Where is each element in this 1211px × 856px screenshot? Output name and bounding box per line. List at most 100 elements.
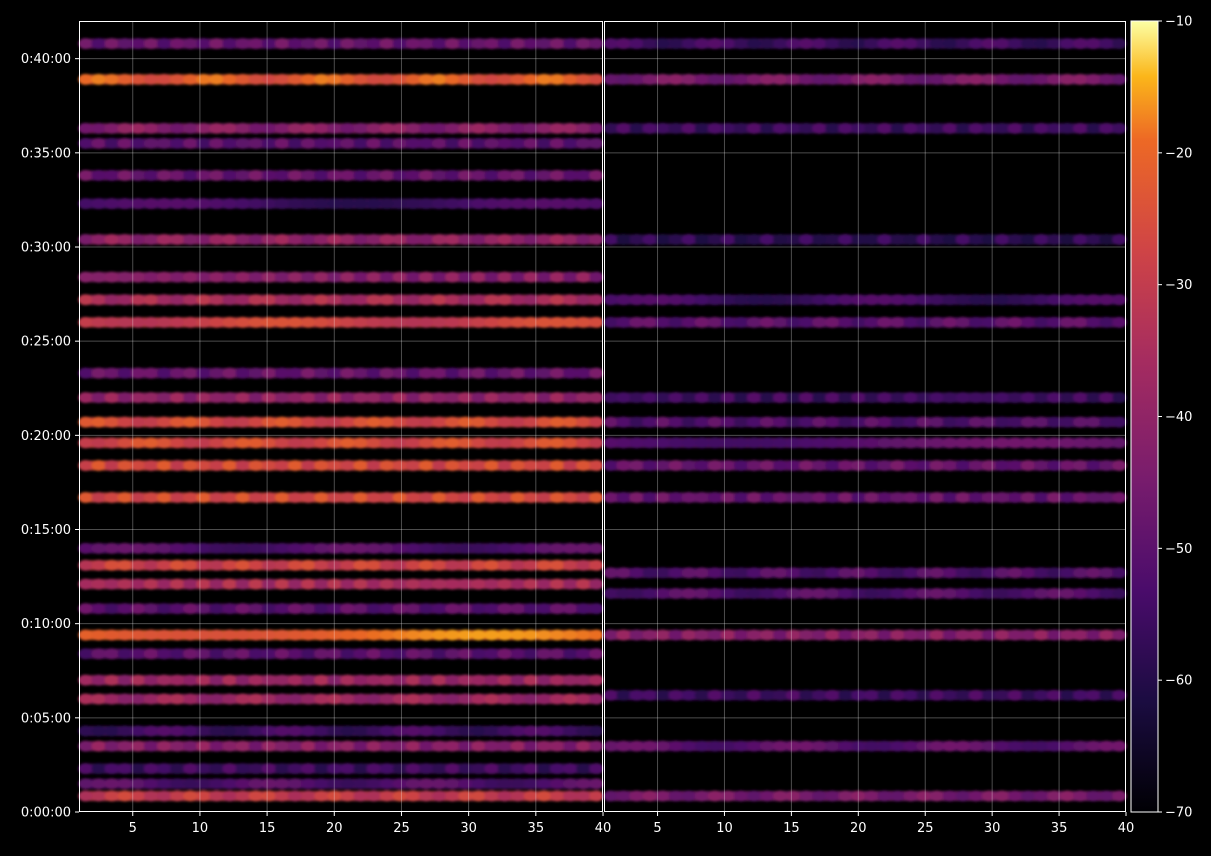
heat-cell — [261, 603, 277, 615]
heat-cell — [117, 316, 133, 328]
heat-cell — [1047, 122, 1062, 134]
heat-cell — [471, 392, 486, 404]
heat-cell — [1007, 38, 1023, 50]
heat-cell — [929, 73, 944, 85]
heat-cell — [340, 790, 355, 802]
heat-cell — [209, 367, 224, 379]
heat-cell — [733, 316, 749, 328]
heat-cell — [563, 122, 578, 134]
heat-cell — [877, 790, 892, 802]
heat-cell — [366, 542, 381, 554]
heat-cell — [616, 491, 631, 503]
colorbar-tick-label: −60 — [1165, 674, 1192, 689]
heat-cell — [222, 578, 237, 590]
heat-cell — [1060, 437, 1075, 449]
heat-cell — [1112, 316, 1127, 328]
heat-cell — [458, 559, 473, 571]
heat-cell — [183, 392, 198, 404]
heat-cell — [1073, 437, 1088, 449]
heat-cell — [366, 629, 381, 641]
heat-cell — [248, 491, 264, 503]
heat-cell — [642, 416, 657, 428]
heat-cell — [563, 578, 578, 590]
heat-cell — [1073, 459, 1088, 471]
heat-cell — [301, 693, 316, 705]
heat-cell — [274, 392, 290, 404]
heat-cell — [143, 725, 159, 737]
heat-cell — [1060, 38, 1075, 50]
heat-cell — [392, 693, 408, 705]
heat-cell — [549, 198, 565, 210]
band-group — [603, 38, 1127, 802]
heat-cell — [707, 73, 723, 85]
heat-cell — [222, 392, 237, 404]
heat-cell — [523, 559, 539, 571]
heat-cell — [877, 233, 892, 245]
heat-cell — [379, 778, 395, 790]
heat-cell — [117, 725, 133, 737]
heat-cell — [274, 603, 290, 615]
heat-cell — [327, 392, 342, 404]
heat-cell — [366, 674, 381, 686]
heat-cell — [903, 790, 918, 802]
heat-cell — [156, 559, 172, 571]
heat-cell — [759, 437, 775, 449]
heat-cell — [1112, 122, 1127, 134]
heat-cell — [759, 38, 775, 50]
heat-cell — [510, 437, 526, 449]
heat-cell — [156, 763, 172, 775]
panels-layer — [78, 21, 1127, 812]
heat-cell — [471, 763, 486, 775]
heat-cell — [549, 725, 565, 737]
heat-cell — [1086, 491, 1101, 503]
heat-cell — [458, 316, 473, 328]
heat-cell — [379, 316, 395, 328]
heat-cell — [209, 763, 224, 775]
heat-cell — [1047, 629, 1062, 641]
heat-cell — [668, 491, 683, 503]
heat-cell — [196, 542, 211, 554]
heat-cell — [838, 629, 853, 641]
heat-cell — [471, 38, 486, 50]
heat-cell — [1060, 122, 1075, 134]
heat-cell — [209, 137, 224, 149]
heat-cell — [746, 588, 762, 600]
heat-cell — [523, 416, 539, 428]
heat-cell — [353, 459, 368, 471]
heat-cell — [1007, 392, 1023, 404]
heat-cell — [733, 392, 749, 404]
heat-cell — [104, 491, 119, 503]
heat-cell — [130, 725, 146, 737]
heat-cell — [432, 169, 447, 181]
heat-cell — [759, 122, 775, 134]
heat-cell — [877, 316, 892, 328]
heat-cell — [353, 169, 368, 181]
heat-cell — [235, 674, 250, 686]
heat-cell — [314, 392, 329, 404]
heat-cell — [799, 294, 814, 306]
heat-cell — [942, 689, 958, 701]
heat-cell — [707, 689, 723, 701]
heat-cell — [170, 416, 185, 428]
heat-cell — [156, 271, 172, 283]
heat-cell — [589, 271, 604, 283]
heat-cell — [261, 416, 277, 428]
heat-cell — [340, 459, 355, 471]
heat-cell — [655, 567, 670, 579]
heat-cell — [616, 73, 631, 85]
heat-cell — [314, 693, 329, 705]
heat-cell — [156, 38, 172, 50]
heat-cell — [655, 740, 670, 752]
heat-cell — [379, 294, 395, 306]
heat-cell — [812, 122, 827, 134]
heat-cell — [209, 316, 224, 328]
heat-cell — [78, 693, 93, 705]
heat-cell — [1047, 392, 1062, 404]
heat-cell — [418, 367, 434, 379]
heat-cell — [1007, 316, 1023, 328]
heat-cell — [209, 559, 224, 571]
heat-cell — [799, 233, 814, 245]
heat-cell — [156, 316, 172, 328]
heat-cell — [458, 392, 473, 404]
